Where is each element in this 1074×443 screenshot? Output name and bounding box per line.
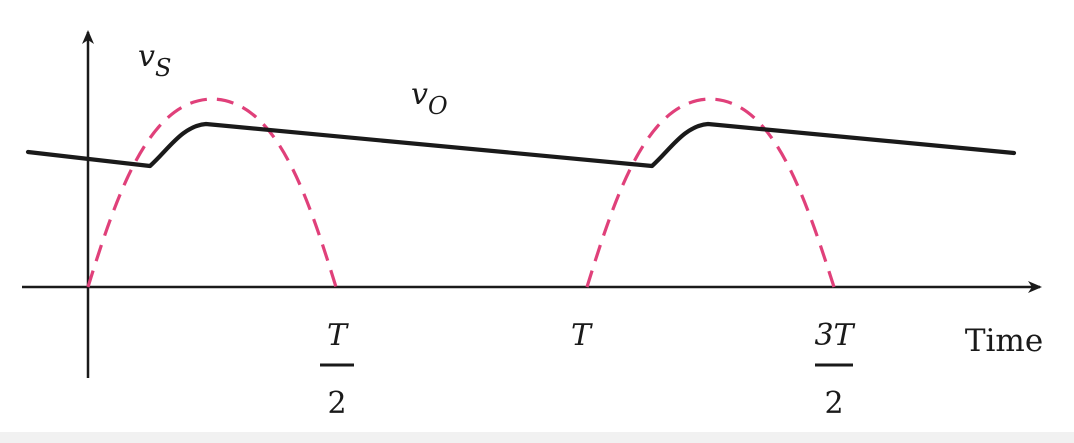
tick-label-half-period-numerator: T [327, 318, 349, 353]
tick-label-three-half-period-denominator: 2 [824, 386, 843, 421]
tick-label-period: T [571, 318, 593, 353]
bottom-band [0, 432, 1074, 443]
tick-label-three-half-period-numerator: 3T [814, 318, 855, 353]
tick-label-half-period-denominator: 2 [327, 386, 346, 421]
x-axis-label: Time [965, 323, 1043, 359]
source-voltage-arch-1 [86, 97, 338, 288]
output-voltage-label: vO [411, 77, 448, 120]
source-voltage-label: vS [138, 39, 171, 82]
source-voltage-arch-2 [585, 97, 836, 288]
output-voltage-curve [25, 121, 1017, 169]
